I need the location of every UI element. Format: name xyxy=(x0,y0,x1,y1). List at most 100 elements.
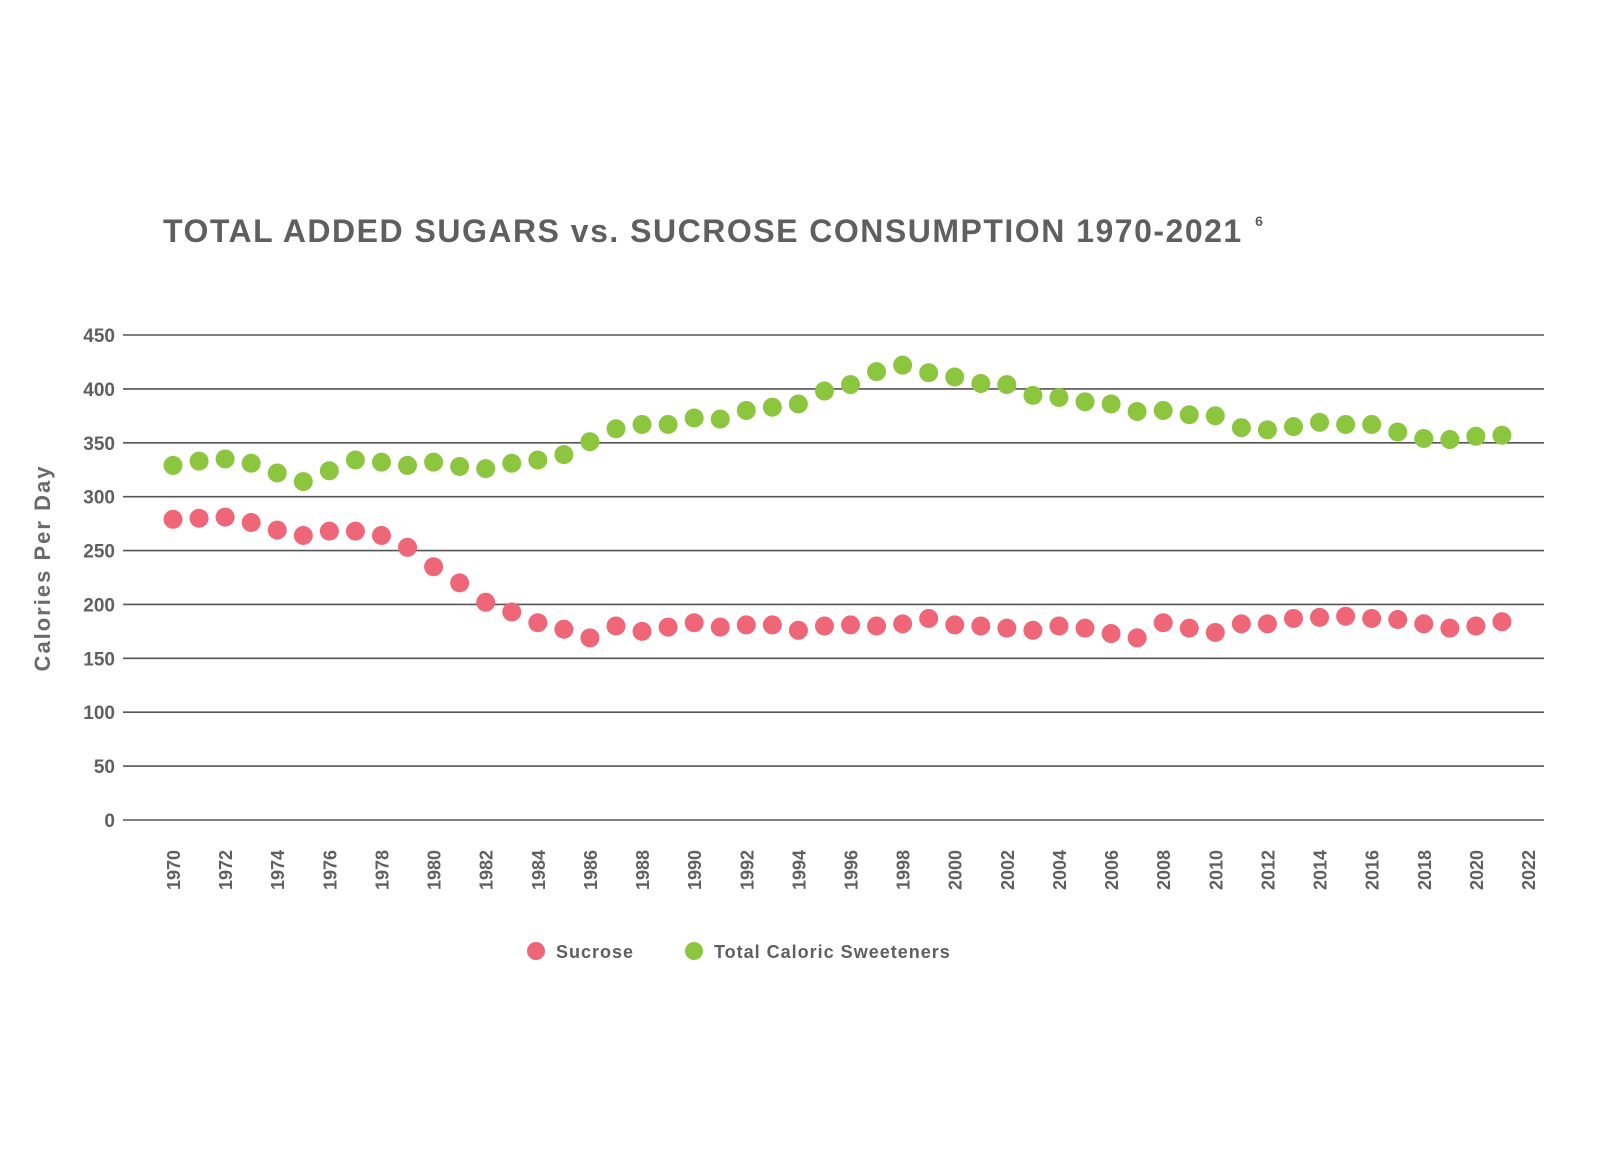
x-tick-label: 2006 xyxy=(1102,850,1122,890)
legend-swatch-total-caloric-sweeteners xyxy=(685,942,703,960)
point-sucrose xyxy=(658,617,678,637)
y-tick-label: 200 xyxy=(83,595,115,616)
point-total-caloric-sweeteners xyxy=(658,414,678,434)
point-total-caloric-sweeteners xyxy=(163,455,183,475)
point-total-caloric-sweeteners xyxy=(1362,414,1382,434)
point-sucrose xyxy=(476,592,496,612)
point-sucrose xyxy=(1440,618,1460,638)
point-total-caloric-sweeteners xyxy=(736,400,756,420)
point-sucrose xyxy=(189,508,209,528)
point-sucrose xyxy=(632,621,652,641)
point-sucrose xyxy=(1310,607,1330,627)
point-total-caloric-sweeteners xyxy=(814,381,834,401)
point-sucrose xyxy=(841,615,860,635)
y-tick-label: 100 xyxy=(83,703,115,724)
point-sucrose xyxy=(1153,613,1173,633)
point-total-caloric-sweeteners xyxy=(398,455,418,475)
chart-title-superscript: 6 xyxy=(1255,213,1264,229)
point-total-caloric-sweeteners xyxy=(1023,385,1043,405)
gridlines xyxy=(123,334,1544,821)
point-sucrose xyxy=(1414,614,1434,634)
point-total-caloric-sweeteners xyxy=(1492,425,1512,445)
x-tick-label: 2000 xyxy=(946,850,966,890)
point-total-caloric-sweeteners xyxy=(893,355,913,375)
point-sucrose xyxy=(762,615,782,635)
point-sucrose xyxy=(215,507,235,527)
point-sucrose xyxy=(580,628,600,648)
point-total-caloric-sweeteners xyxy=(554,445,574,465)
point-sucrose xyxy=(371,525,391,545)
y-tick-label: 150 xyxy=(83,649,115,670)
x-tick-label: 1996 xyxy=(842,850,862,890)
x-tick-label: 1990 xyxy=(685,850,705,890)
point-total-caloric-sweeteners xyxy=(632,414,652,434)
point-sucrose xyxy=(1336,606,1356,626)
y-axis-ticks: 0 50 100 150 200 250 300 350 400 450 xyxy=(83,326,115,832)
x-tick-label: 2010 xyxy=(1206,850,1226,890)
point-sucrose xyxy=(163,509,183,529)
point-sucrose xyxy=(1101,624,1121,644)
point-sucrose xyxy=(606,616,626,636)
point-total-caloric-sweeteners xyxy=(450,456,470,476)
y-tick-label: 450 xyxy=(83,326,115,347)
x-axis-ticks: 1970 1972 1974 1976 1978 1980 1982 1984 1986 1988… xyxy=(164,850,1539,890)
point-sucrose xyxy=(710,617,730,637)
x-tick-label: 1970 xyxy=(164,850,184,890)
point-sucrose xyxy=(319,521,339,541)
point-sucrose xyxy=(502,602,522,622)
point-total-caloric-sweeteners xyxy=(1153,400,1173,420)
point-total-caloric-sweeteners xyxy=(1231,418,1251,438)
point-total-caloric-sweeteners xyxy=(1440,430,1460,450)
point-total-caloric-sweeteners xyxy=(424,452,444,472)
x-tick-label: 2022 xyxy=(1519,850,1539,890)
point-total-caloric-sweeteners xyxy=(1179,405,1199,425)
x-tick-label: 1978 xyxy=(372,850,392,890)
x-tick-label: 1982 xyxy=(477,850,497,890)
point-total-caloric-sweeteners xyxy=(945,367,965,387)
point-sucrose xyxy=(345,521,365,541)
point-total-caloric-sweeteners xyxy=(841,375,860,395)
legend: Sucrose Total Caloric Sweeteners xyxy=(527,942,951,962)
y-tick-label: 250 xyxy=(83,542,115,563)
point-total-caloric-sweeteners xyxy=(606,419,626,439)
point-sucrose xyxy=(1049,616,1069,636)
point-sucrose xyxy=(1283,608,1303,628)
point-sucrose xyxy=(1231,614,1251,634)
point-sucrose xyxy=(450,573,470,593)
x-tick-label: 2020 xyxy=(1467,850,1487,890)
point-total-caloric-sweeteners xyxy=(788,394,808,414)
y-axis-label: Calories Per Day xyxy=(30,465,55,672)
point-total-caloric-sweeteners xyxy=(1075,392,1095,412)
point-sucrose xyxy=(893,614,913,634)
x-tick-label: 1984 xyxy=(529,850,549,890)
point-total-caloric-sweeteners xyxy=(762,397,782,417)
point-total-caloric-sweeteners xyxy=(997,375,1017,395)
point-sucrose xyxy=(814,616,834,636)
point-sucrose xyxy=(267,520,287,540)
x-tick-label: 2018 xyxy=(1415,850,1435,890)
legend-label-sucrose: Sucrose xyxy=(556,942,634,962)
y-tick-label: 350 xyxy=(83,434,115,455)
x-tick-label: 1992 xyxy=(737,850,757,890)
x-tick-label: 1974 xyxy=(268,850,288,890)
point-total-caloric-sweeteners xyxy=(1127,402,1147,422)
point-total-caloric-sweeteners xyxy=(241,453,261,473)
point-total-caloric-sweeteners xyxy=(528,450,548,470)
point-total-caloric-sweeteners xyxy=(1257,420,1277,440)
y-tick-label: 0 xyxy=(104,811,115,832)
chart-title-text: TOTAL ADDED SUGARS vs. SUCROSE CONSUMPTI… xyxy=(163,213,1243,249)
point-sucrose xyxy=(1023,620,1043,640)
x-tick-label: 1994 xyxy=(789,850,809,890)
point-sucrose xyxy=(945,615,965,635)
point-total-caloric-sweeteners xyxy=(476,459,496,479)
point-total-caloric-sweeteners xyxy=(215,449,235,469)
point-total-caloric-sweeteners xyxy=(1466,426,1486,446)
legend-item-total-caloric-sweeteners: Total Caloric Sweeteners xyxy=(685,942,951,962)
data-points xyxy=(163,355,1512,648)
legend-label-total-caloric-sweeteners: Total Caloric Sweeteners xyxy=(714,942,951,962)
x-tick-label: 1976 xyxy=(320,850,340,890)
point-total-caloric-sweeteners xyxy=(189,451,209,471)
chart-title: TOTAL ADDED SUGARS vs. SUCROSE CONSUMPTI… xyxy=(163,213,1264,249)
x-tick-label: 2014 xyxy=(1311,850,1331,890)
point-sucrose xyxy=(1466,616,1486,636)
